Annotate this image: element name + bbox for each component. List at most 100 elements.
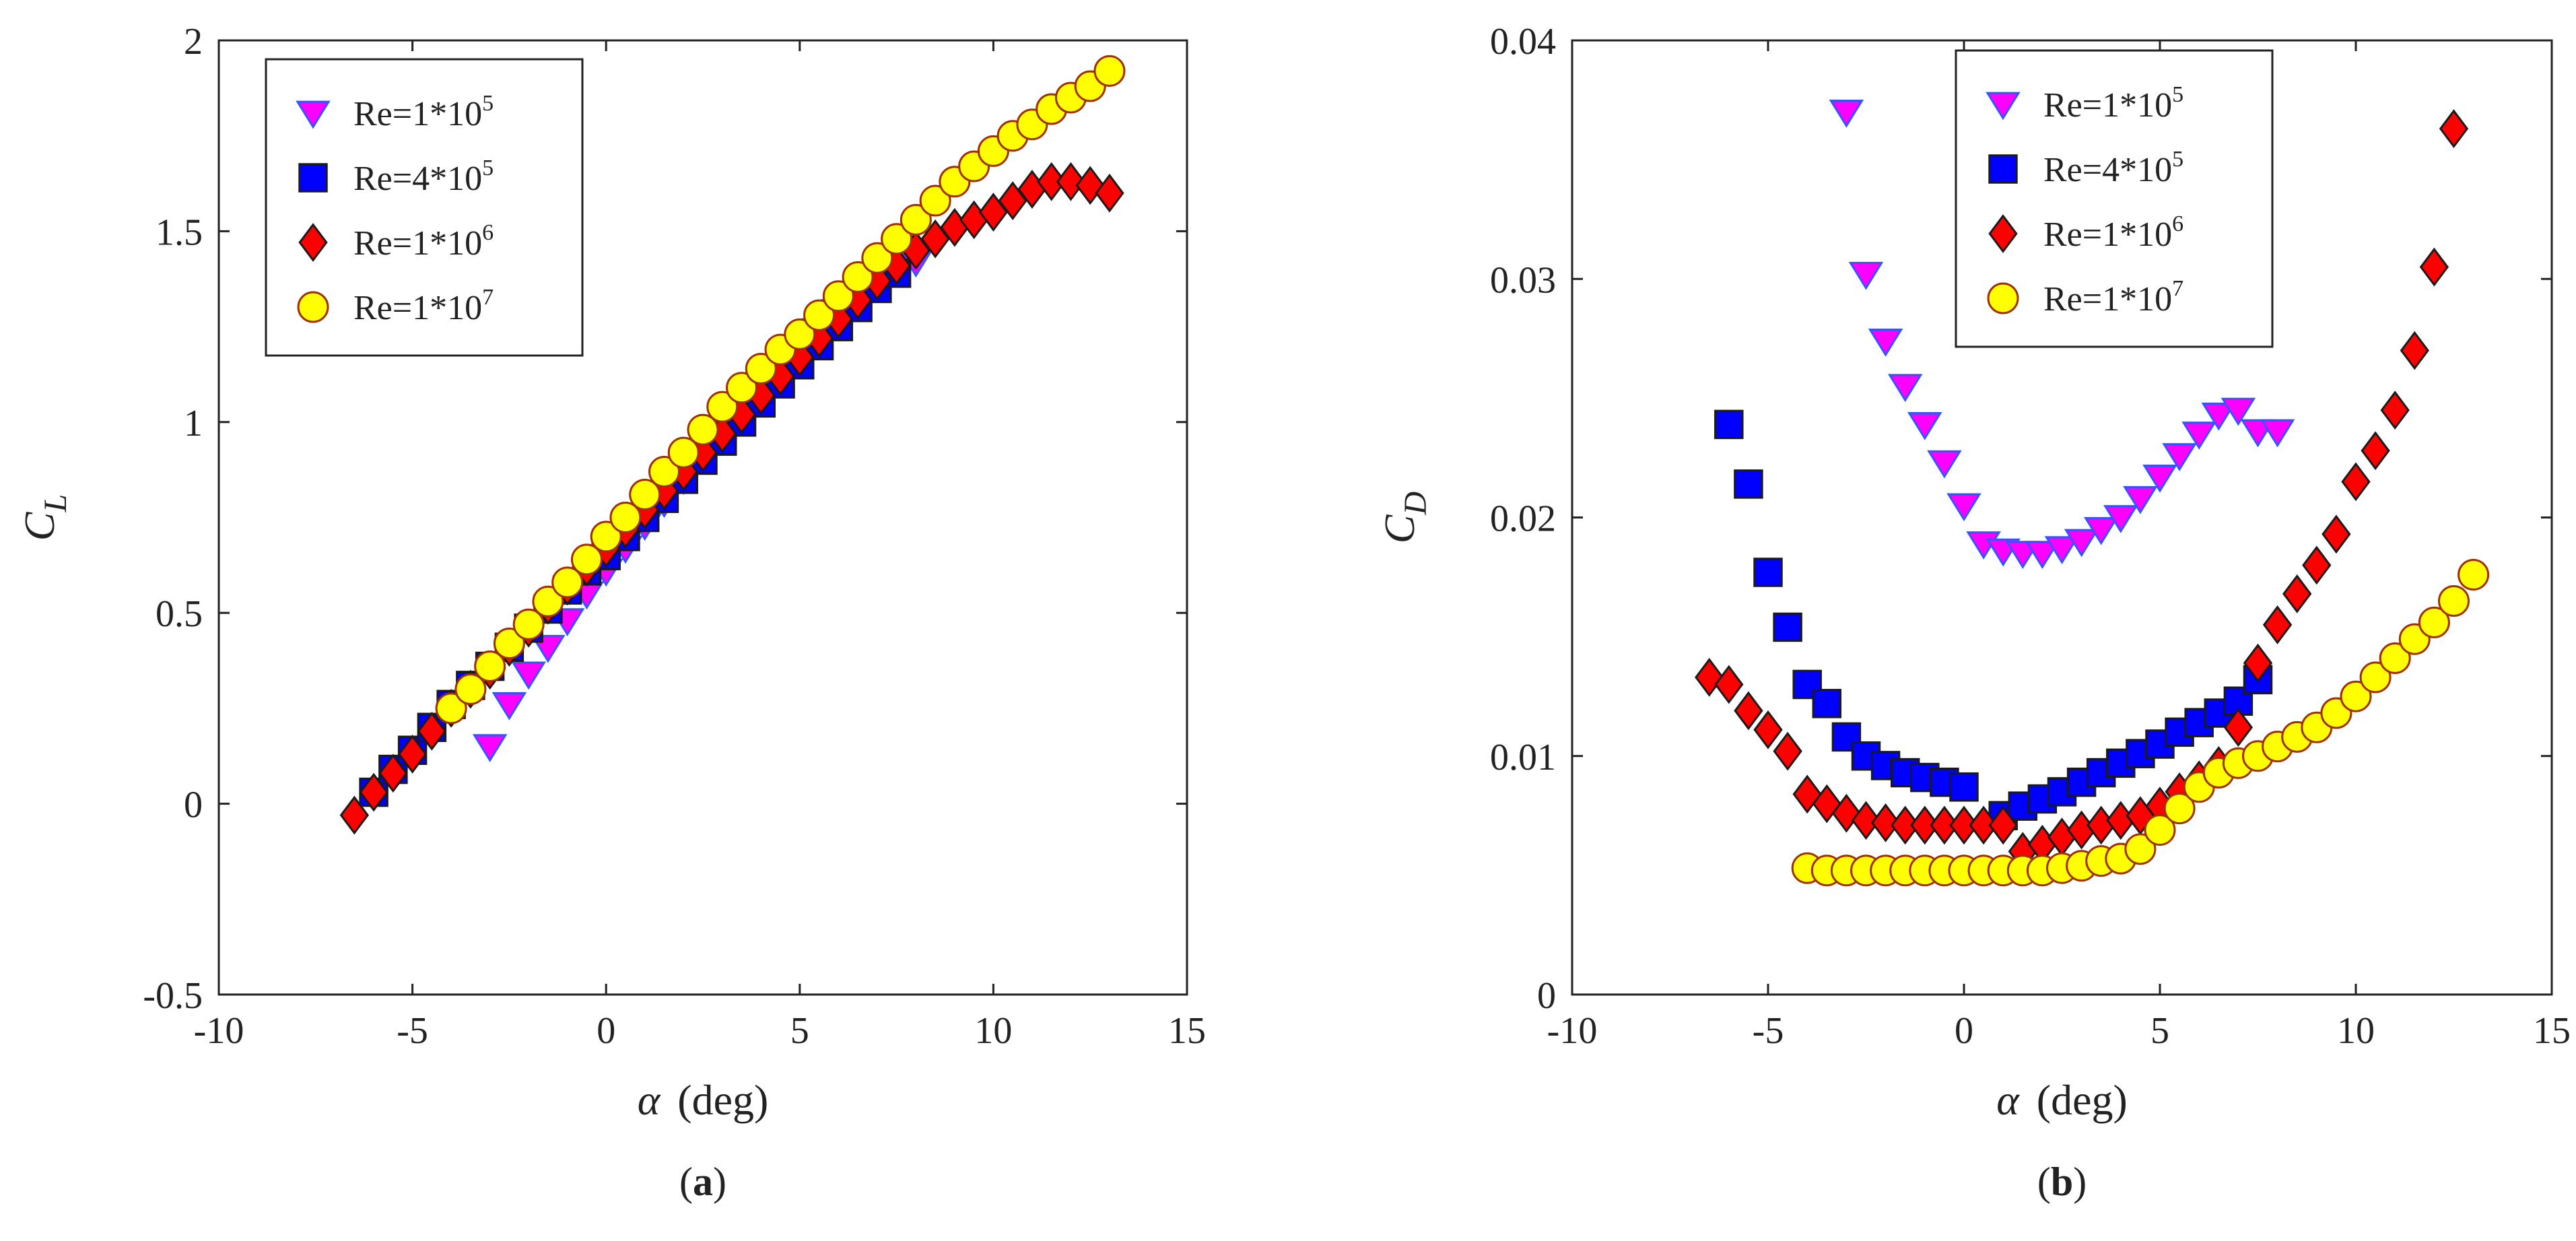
data-point [1910, 805, 1940, 845]
data-point [919, 185, 951, 217]
legend-label-exponent: 6 [2172, 211, 2183, 236]
series-triangle-down [1829, 99, 2295, 570]
data-point [920, 219, 950, 259]
legend-label: Re=1*105 [2043, 82, 2183, 125]
legend-label-exponent: 5 [482, 156, 494, 180]
data-point [2201, 402, 2237, 431]
x-tick-label: 5 [790, 1010, 809, 1052]
legend-label: Re=1*106 [2043, 211, 2183, 254]
x-tick-label: 10 [2337, 1010, 2375, 1052]
data-point [687, 413, 719, 446]
legend-entry: Re=4*105 [298, 156, 494, 198]
data-point [1056, 162, 1086, 201]
y-tick-label: 0.01 [1490, 737, 1556, 778]
data-point [978, 193, 1009, 232]
data-point [511, 661, 546, 690]
data-point [1988, 805, 2018, 845]
data-point [1773, 731, 1802, 771]
data-point [2025, 541, 2060, 570]
data-point [1714, 665, 1744, 704]
legend-entry: Re=1*106 [1988, 211, 2183, 254]
data-point [2379, 642, 2411, 675]
legend-label-exponent: 7 [2172, 276, 2183, 301]
legend-label-base: Re=1*10 [2043, 215, 2172, 254]
y-tick-label: -0.5 [143, 975, 203, 1017]
y-axis-symbol: C [15, 511, 63, 541]
legend-label-base: Re=1*10 [353, 95, 482, 133]
data-point [1848, 261, 1884, 290]
data-point [1734, 691, 1763, 731]
series-circle [435, 55, 1126, 725]
data-point [1753, 558, 1783, 587]
data-point [1093, 55, 1126, 87]
x-axis-unit: (deg) [2037, 1076, 2128, 1124]
data-point [1949, 772, 1979, 802]
y-tick-label: 0 [184, 784, 203, 826]
x-axis-title: α (deg) [638, 1076, 769, 1124]
data-point [861, 242, 893, 274]
data-point [359, 772, 388, 812]
data-point [784, 318, 816, 350]
legend-label-exponent: 7 [482, 285, 494, 310]
data-point [417, 712, 447, 751]
legend-label: Re=1*107 [353, 285, 494, 327]
x-axis-title: α (deg) [1996, 1076, 2128, 1124]
data-point [1949, 805, 1979, 845]
data-point [1812, 784, 1841, 824]
data-point [2439, 109, 2469, 148]
y-tick-label: 0 [1537, 975, 1556, 1017]
panel-b: -10 -5 0 5 10 15 0 0.01 0.02 0.03 0.04 α (deg) CD Re=1… [1376, 21, 2571, 1204]
legend-marker [1986, 92, 2021, 121]
x-tick-label: -5 [1753, 1010, 1784, 1052]
data-point [2419, 247, 2449, 287]
data-point [1831, 793, 1862, 833]
legend-label: Re=1*105 [353, 91, 494, 133]
data-point [2142, 464, 2177, 493]
data-point [492, 692, 527, 720]
y-axis-title: CD [1376, 492, 1433, 543]
data-point [900, 203, 932, 236]
data-point [609, 502, 642, 533]
legend-entry: Re=1*106 [298, 220, 494, 263]
panel-label: (b) [2037, 1160, 2087, 1204]
y-tick-label: 2 [184, 21, 203, 63]
data-point [842, 261, 874, 293]
data-point [2083, 516, 2119, 545]
data-point [1753, 710, 1783, 749]
x-tick-label: -10 [194, 1010, 244, 1052]
legend-label-exponent: 6 [482, 220, 494, 245]
data-point [378, 753, 408, 793]
panel-label-open: ( [2037, 1160, 2051, 1204]
legend-entry: Re=4*105 [1988, 147, 2183, 189]
y-tick-label: 0.5 [156, 593, 203, 635]
data-point [1946, 493, 1981, 522]
legend-label-base: Re=1*10 [353, 289, 482, 327]
legend-entry: Re=1*105 [296, 91, 494, 133]
data-point [2438, 584, 2470, 617]
panel-label-letter: a [693, 1160, 713, 1204]
data-point [1870, 803, 1901, 842]
data-point [2163, 793, 2196, 825]
data-point [1930, 805, 1959, 845]
x-axis-symbol: α [1996, 1076, 2020, 1124]
legend-marker [297, 291, 329, 323]
data-point [706, 391, 739, 423]
x-axis-symbol: α [638, 1076, 661, 1124]
legend-marker [1987, 282, 2019, 314]
data-point [2144, 814, 2176, 846]
y-tick-label: 0.03 [1490, 259, 1556, 301]
legend-label-base: Re=4*10 [2043, 151, 2172, 189]
data-point [2223, 708, 2253, 747]
legend-label-base: Re=4*10 [353, 160, 482, 198]
data-point [1095, 173, 1124, 213]
data-point [2162, 443, 2197, 471]
data-point [2064, 529, 2099, 558]
data-point [2044, 536, 2080, 564]
x-tick-label: -5 [397, 1010, 428, 1052]
data-point [339, 795, 369, 835]
y-tick-label: 0.02 [1490, 498, 1556, 540]
panel-a: -10 -5 0 5 10 15-0.500.511.52α (deg)CLRe=1*105… [15, 21, 1206, 1204]
legend-label: Re=4*105 [2043, 147, 2183, 189]
